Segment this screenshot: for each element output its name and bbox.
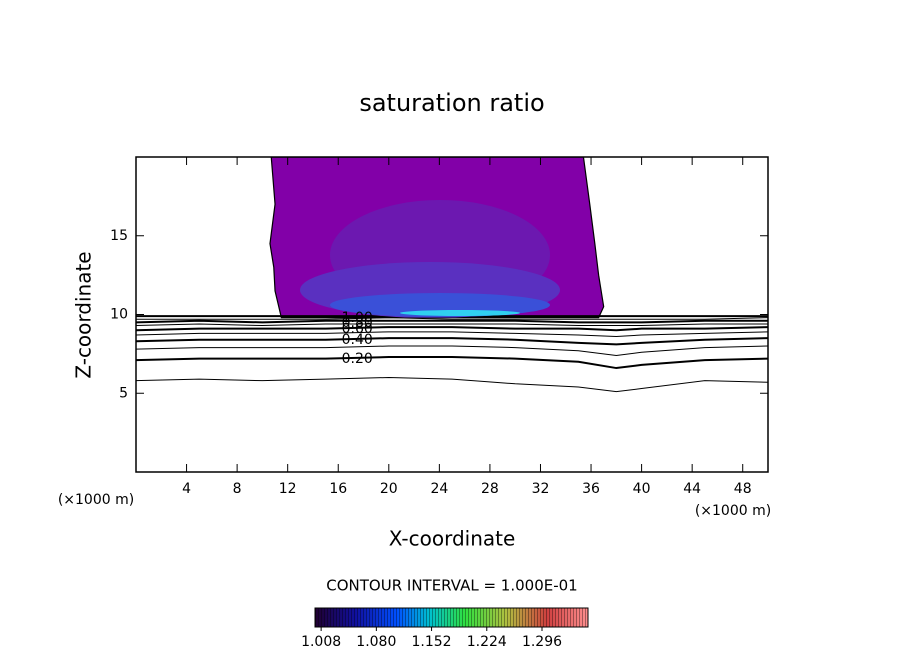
colorbar-label: 1.152 (412, 634, 452, 650)
contour-line (136, 376, 768, 393)
x-tick-label: 8 (233, 481, 242, 497)
chart-title: saturation ratio (359, 89, 544, 117)
contour-line (136, 345, 768, 356)
x-tick-label: 12 (279, 481, 297, 497)
contour-line (136, 319, 768, 324)
x-tick-label: 16 (329, 481, 347, 497)
y-tick-label: 15 (110, 228, 128, 244)
contour-line (136, 326, 768, 332)
x-tick-label: 44 (683, 481, 701, 497)
y-tick-label: 5 (119, 385, 128, 401)
contour-line (136, 337, 768, 346)
cloud-shading (300, 200, 560, 318)
contour-label: 0.80 (342, 315, 373, 331)
x-tick-label: 4 (182, 481, 191, 497)
colorbar-label: 1.296 (522, 634, 562, 650)
x-tick-label: 20 (380, 481, 398, 497)
contour-line (136, 323, 768, 327)
x-tick-label: 48 (734, 481, 752, 497)
x-axis-title: X-coordinate (389, 527, 516, 551)
contour-line (136, 317, 768, 320)
contour-label: 0.40 (342, 332, 373, 348)
contour-label: 1.00 (342, 310, 373, 326)
x-tick-label: 24 (430, 481, 448, 497)
contour-line (136, 331, 768, 338)
x-unit: (×1000 m) (695, 503, 771, 519)
y-axis-title: Z-coordinate (72, 251, 96, 378)
x-tick-label: 40 (633, 481, 651, 497)
y-tick-label: 10 (110, 307, 128, 323)
x-tick-label: 36 (582, 481, 600, 497)
colorbar-frame (314, 607, 589, 628)
colorbar-label: 1.224 (467, 634, 507, 650)
contour-label: 0.60 (342, 321, 373, 337)
colorbar-label: 1.008 (301, 634, 341, 650)
contour-label: 0.20 (342, 351, 373, 367)
shade-band (400, 310, 520, 316)
x-tick-label: 32 (532, 481, 550, 497)
contour-line (136, 356, 768, 370)
colorbar-label: 1.080 (356, 634, 396, 650)
x-tick-label: 28 (481, 481, 499, 497)
contour-interval: CONTOUR INTERVAL = 1.000E-01 (326, 577, 577, 595)
x-unit: (×1000 m) (58, 492, 134, 508)
